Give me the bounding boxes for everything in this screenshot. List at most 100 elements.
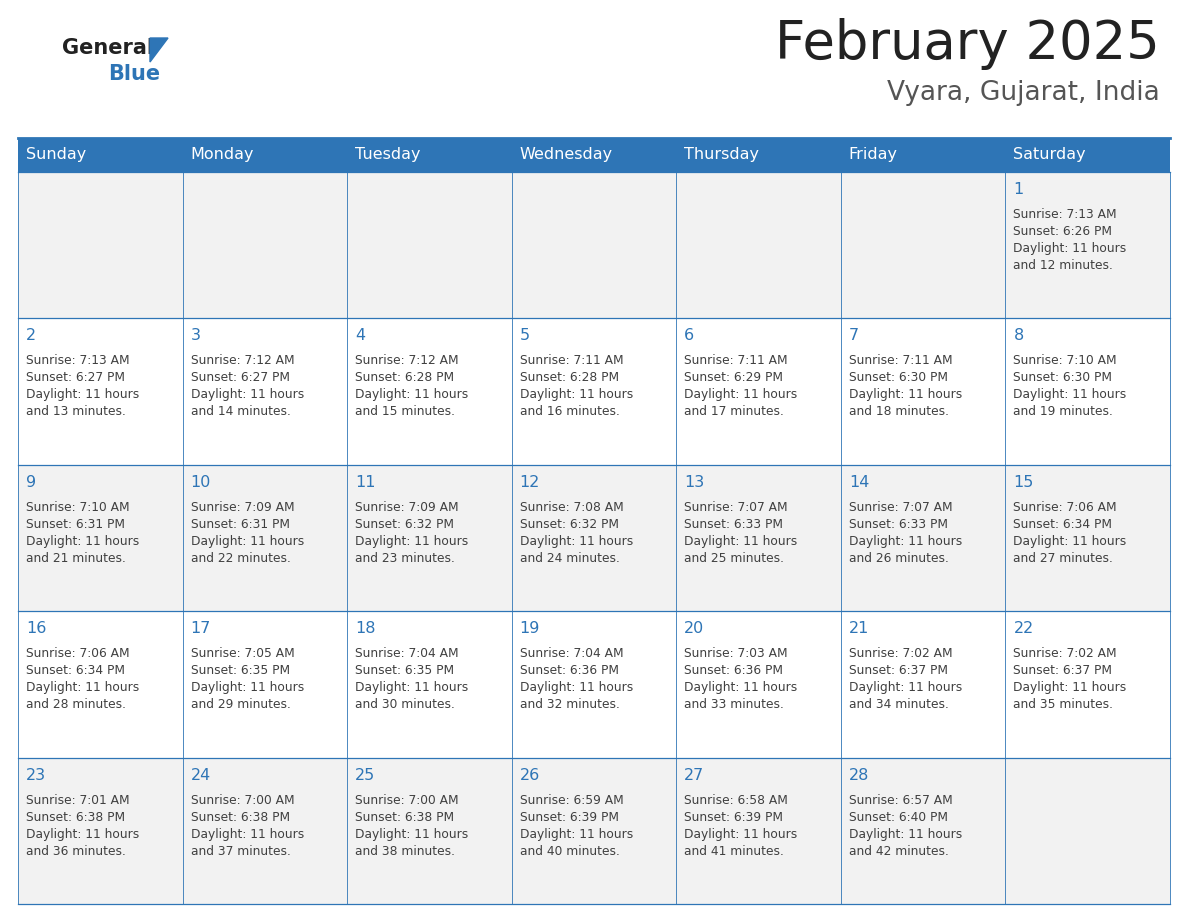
Text: Sunrise: 7:01 AM: Sunrise: 7:01 AM [26,793,129,807]
Text: Sunset: 6:30 PM: Sunset: 6:30 PM [849,372,948,385]
Text: and 17 minutes.: and 17 minutes. [684,406,784,419]
Text: Sunset: 6:28 PM: Sunset: 6:28 PM [519,372,619,385]
Text: 2: 2 [26,329,36,343]
Text: Sunset: 6:33 PM: Sunset: 6:33 PM [684,518,783,531]
Text: Sunrise: 7:11 AM: Sunrise: 7:11 AM [519,354,624,367]
Text: 19: 19 [519,621,541,636]
Text: Friday: Friday [849,148,898,162]
Text: Sunset: 6:35 PM: Sunset: 6:35 PM [355,665,454,677]
Text: 8: 8 [1013,329,1024,343]
Text: and 19 minutes.: and 19 minutes. [1013,406,1113,419]
Text: Sunrise: 7:02 AM: Sunrise: 7:02 AM [849,647,953,660]
Bar [18,172,1170,319]
Text: Sunrise: 7:07 AM: Sunrise: 7:07 AM [849,501,953,514]
Bar [18,757,1170,904]
Text: Daylight: 11 hours: Daylight: 11 hours [519,535,633,548]
Text: and 26 minutes.: and 26 minutes. [849,552,949,565]
Text: 27: 27 [684,767,704,783]
Text: Sunrise: 7:06 AM: Sunrise: 7:06 AM [1013,501,1117,514]
Text: Sunrise: 7:12 AM: Sunrise: 7:12 AM [190,354,295,367]
Text: Sunset: 6:32 PM: Sunset: 6:32 PM [519,518,619,531]
Text: Sunrise: 7:06 AM: Sunrise: 7:06 AM [26,647,129,660]
Text: Daylight: 11 hours: Daylight: 11 hours [849,681,962,694]
Text: Sunrise: 7:00 AM: Sunrise: 7:00 AM [190,793,295,807]
Text: and 35 minutes.: and 35 minutes. [1013,699,1113,711]
Text: Saturday: Saturday [1013,148,1086,162]
Text: Sunset: 6:39 PM: Sunset: 6:39 PM [684,811,783,823]
Text: February 2025: February 2025 [776,18,1159,70]
Text: Sunset: 6:38 PM: Sunset: 6:38 PM [26,811,125,823]
Text: 25: 25 [355,767,375,783]
Text: Daylight: 11 hours: Daylight: 11 hours [355,681,468,694]
Text: Wednesday: Wednesday [519,148,613,162]
Text: Sunday: Sunday [26,148,87,162]
Text: and 16 minutes.: and 16 minutes. [519,406,620,419]
Text: and 25 minutes.: and 25 minutes. [684,552,784,565]
Text: Daylight: 11 hours: Daylight: 11 hours [355,388,468,401]
Text: and 13 minutes.: and 13 minutes. [26,406,126,419]
Text: 10: 10 [190,475,211,490]
Text: Daylight: 11 hours: Daylight: 11 hours [684,535,797,548]
Text: 6: 6 [684,329,695,343]
Text: Daylight: 11 hours: Daylight: 11 hours [519,681,633,694]
Text: Sunset: 6:40 PM: Sunset: 6:40 PM [849,811,948,823]
Text: Sunrise: 7:05 AM: Sunrise: 7:05 AM [190,647,295,660]
Text: Sunrise: 7:00 AM: Sunrise: 7:00 AM [355,793,459,807]
Text: Blue: Blue [108,64,160,84]
Text: Sunrise: 7:08 AM: Sunrise: 7:08 AM [519,501,624,514]
Text: 16: 16 [26,621,46,636]
Text: 12: 12 [519,475,541,490]
Text: Sunset: 6:28 PM: Sunset: 6:28 PM [355,372,454,385]
Bar [18,138,1170,172]
Text: Sunrise: 7:13 AM: Sunrise: 7:13 AM [1013,208,1117,221]
Text: and 30 minutes.: and 30 minutes. [355,699,455,711]
Text: Sunrise: 7:09 AM: Sunrise: 7:09 AM [355,501,459,514]
Text: Daylight: 11 hours: Daylight: 11 hours [26,388,139,401]
Text: 9: 9 [26,475,36,490]
Text: Sunrise: 6:57 AM: Sunrise: 6:57 AM [849,793,953,807]
Text: 4: 4 [355,329,365,343]
Text: Daylight: 11 hours: Daylight: 11 hours [1013,681,1126,694]
Text: Sunset: 6:31 PM: Sunset: 6:31 PM [190,518,290,531]
Text: Sunrise: 7:11 AM: Sunrise: 7:11 AM [849,354,953,367]
Text: Sunrise: 7:03 AM: Sunrise: 7:03 AM [684,647,788,660]
Text: Daylight: 11 hours: Daylight: 11 hours [190,681,304,694]
Text: 13: 13 [684,475,704,490]
Text: Daylight: 11 hours: Daylight: 11 hours [355,535,468,548]
Text: and 33 minutes.: and 33 minutes. [684,699,784,711]
Text: 17: 17 [190,621,211,636]
Text: Daylight: 11 hours: Daylight: 11 hours [1013,388,1126,401]
Polygon shape [150,38,168,62]
Text: 15: 15 [1013,475,1034,490]
Text: Sunset: 6:34 PM: Sunset: 6:34 PM [1013,518,1112,531]
Text: Daylight: 11 hours: Daylight: 11 hours [26,828,139,841]
Text: 14: 14 [849,475,870,490]
Bar [18,611,1170,757]
Text: Daylight: 11 hours: Daylight: 11 hours [26,535,139,548]
Text: 11: 11 [355,475,375,490]
Text: Daylight: 11 hours: Daylight: 11 hours [849,388,962,401]
Text: 21: 21 [849,621,870,636]
Text: and 37 minutes.: and 37 minutes. [190,845,290,857]
Text: Sunset: 6:33 PM: Sunset: 6:33 PM [849,518,948,531]
Text: 5: 5 [519,329,530,343]
Bar [18,465,1170,611]
Text: and 29 minutes.: and 29 minutes. [190,699,290,711]
Text: Sunset: 6:37 PM: Sunset: 6:37 PM [1013,665,1112,677]
Text: Daylight: 11 hours: Daylight: 11 hours [1013,242,1126,255]
Text: and 32 minutes.: and 32 minutes. [519,699,620,711]
Text: Sunrise: 7:11 AM: Sunrise: 7:11 AM [684,354,788,367]
Text: and 38 minutes.: and 38 minutes. [355,845,455,857]
Text: Sunrise: 7:10 AM: Sunrise: 7:10 AM [26,501,129,514]
Text: and 22 minutes.: and 22 minutes. [190,552,290,565]
Text: 20: 20 [684,621,704,636]
Text: Daylight: 11 hours: Daylight: 11 hours [849,828,962,841]
Text: and 36 minutes.: and 36 minutes. [26,845,126,857]
Text: 24: 24 [190,767,210,783]
Text: 22: 22 [1013,621,1034,636]
Text: Tuesday: Tuesday [355,148,421,162]
Text: and 41 minutes.: and 41 minutes. [684,845,784,857]
Text: Daylight: 11 hours: Daylight: 11 hours [190,388,304,401]
Text: Sunset: 6:30 PM: Sunset: 6:30 PM [1013,372,1112,385]
Text: and 27 minutes.: and 27 minutes. [1013,552,1113,565]
